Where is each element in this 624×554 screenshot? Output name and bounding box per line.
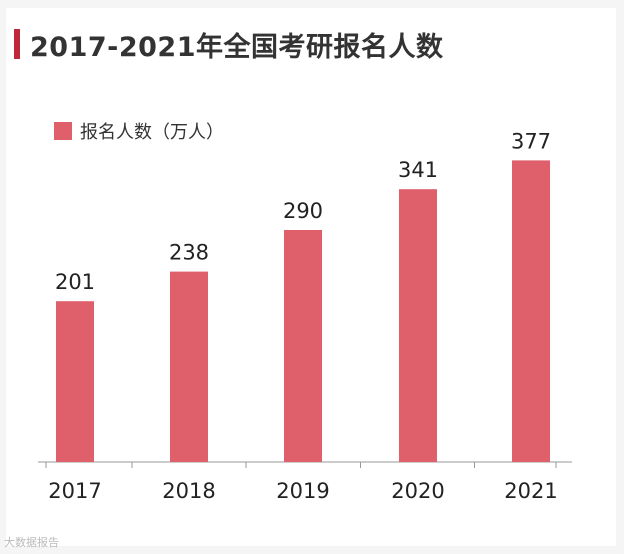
chart-legend: 报名人数（万人） <box>54 118 224 144</box>
data-label-2019: 290 <box>283 199 323 223</box>
legend-label: 报名人数（万人） <box>80 122 224 143</box>
x-tick-label-2018: 2018 <box>162 479 215 503</box>
x-tick-label-2020: 2020 <box>391 479 444 503</box>
data-label-2018: 238 <box>169 241 209 265</box>
bar-2017 <box>56 301 94 462</box>
x-tick-label-2019: 2019 <box>276 479 329 503</box>
x-tick-label-2017: 2017 <box>48 479 101 503</box>
x-tick-label-2021: 2021 <box>504 479 557 503</box>
chart-title: 2017-2021年全国考研报名人数 <box>30 31 444 63</box>
data-label-2020: 341 <box>398 158 438 182</box>
data-label-2021: 377 <box>511 129 551 153</box>
bar-2021 <box>512 160 550 462</box>
watermark: 大数据报告 <box>4 536 59 549</box>
chart-title-block: 2017-2021年全国考研报名人数 <box>14 26 444 63</box>
data-label-2017: 201 <box>55 270 95 294</box>
bar-2018 <box>170 271 208 462</box>
legend-swatch <box>54 122 72 140</box>
bar-2020 <box>399 189 437 462</box>
title-accent-bar <box>14 29 20 59</box>
bar-2019 <box>284 230 322 462</box>
